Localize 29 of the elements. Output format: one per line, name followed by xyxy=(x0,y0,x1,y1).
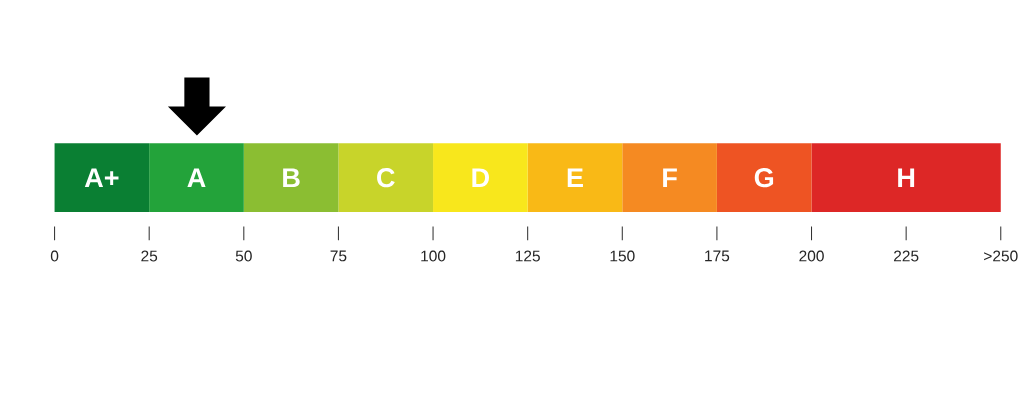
x-tick-label: 200 xyxy=(799,250,824,262)
series-label: E xyxy=(567,168,583,187)
series-label: C xyxy=(377,168,395,188)
bar xyxy=(54,143,150,213)
x-tick-label: 0 xyxy=(50,250,59,262)
bar xyxy=(622,143,717,213)
bar xyxy=(716,143,812,213)
bar xyxy=(433,143,528,213)
bar xyxy=(527,143,623,213)
bar xyxy=(338,143,434,213)
x-tick-label: 175 xyxy=(705,250,730,262)
series-label: D xyxy=(472,168,490,187)
x-tick-label: 25 xyxy=(141,250,158,262)
series-label: F xyxy=(663,168,677,187)
bar xyxy=(149,143,244,213)
series-label: H xyxy=(898,168,915,187)
bar xyxy=(243,143,339,213)
series-label: B xyxy=(283,168,300,187)
x-tick-label: 50 xyxy=(235,250,252,262)
series-label: G xyxy=(754,168,774,188)
x-tick-label: 75 xyxy=(330,250,347,262)
series-label: A xyxy=(187,168,206,187)
x-tick-label: 150 xyxy=(610,250,635,262)
x-tick-label: 100 xyxy=(421,250,446,262)
bar xyxy=(811,143,1001,213)
x-tick-label: >250 xyxy=(984,250,1018,262)
x-tick-label: 125 xyxy=(515,250,540,262)
x-tick-label: 225 xyxy=(893,250,919,262)
series-label: A+ xyxy=(84,168,119,187)
